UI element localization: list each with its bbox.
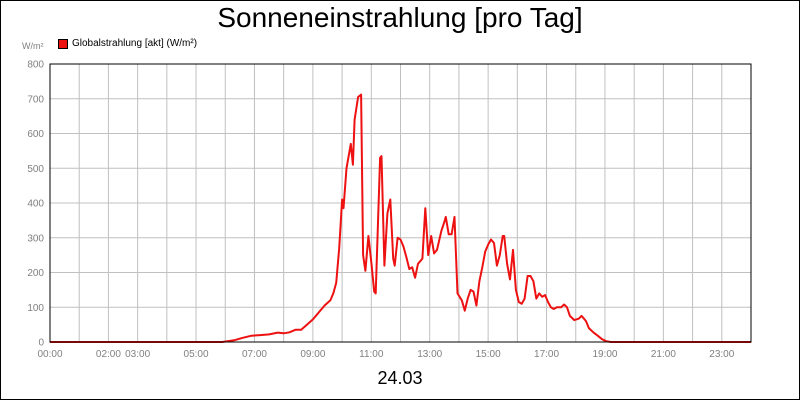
x-axis-ticks: 00:00 02:00 03:00 05:00 07:00 09:00 11:00 13:00…: [37, 349, 734, 360]
y-tick-label: 0: [38, 338, 44, 349]
x-tick-label: 23:00: [709, 349, 734, 360]
legend-swatch: [58, 38, 68, 49]
x-tick-label: 15:00: [476, 349, 501, 360]
x-tick-label: 02:00: [96, 349, 121, 360]
x-tick-label: 00:00: [37, 349, 62, 360]
y-tick-label: 400: [27, 199, 44, 210]
y-tick-label: 600: [27, 129, 44, 140]
legend-label: Globalstrahlung [akt] (W/m²): [72, 38, 198, 49]
grid: [50, 63, 751, 343]
y-tick-label: 800: [27, 60, 44, 71]
x-tick-label: 19:00: [592, 349, 617, 360]
x-tick-label: 21:00: [651, 349, 676, 360]
y-unit-label: W/m²: [22, 41, 44, 51]
x-tick-label: 05:00: [184, 349, 209, 360]
chart-title: Sonneneinstrahlung [pro Tag]: [217, 2, 583, 33]
legend: Globalstrahlung [akt] (W/m²): [58, 38, 197, 49]
x-tick-label: 13:00: [417, 349, 442, 360]
y-tick-label: 200: [27, 268, 44, 279]
x-tick-label: 09:00: [300, 349, 325, 360]
x-tick-label: 17:00: [534, 349, 559, 360]
y-tick-label: 100: [27, 303, 44, 314]
date-caption: 24.03: [377, 368, 423, 388]
x-tick-label: 03:00: [125, 349, 150, 360]
y-axis-ticks: 0 100 200 300 400 500 600 700 800: [27, 60, 44, 349]
y-tick-label: 500: [27, 164, 44, 175]
series-line-globalstrahlung: [50, 93, 751, 343]
x-tick-label: 11:00: [359, 349, 384, 360]
plot-border: [49, 63, 752, 343]
y-tick-label: 300: [27, 233, 44, 244]
y-tick-label: 700: [27, 94, 44, 105]
x-tick-label: 07:00: [242, 349, 267, 360]
